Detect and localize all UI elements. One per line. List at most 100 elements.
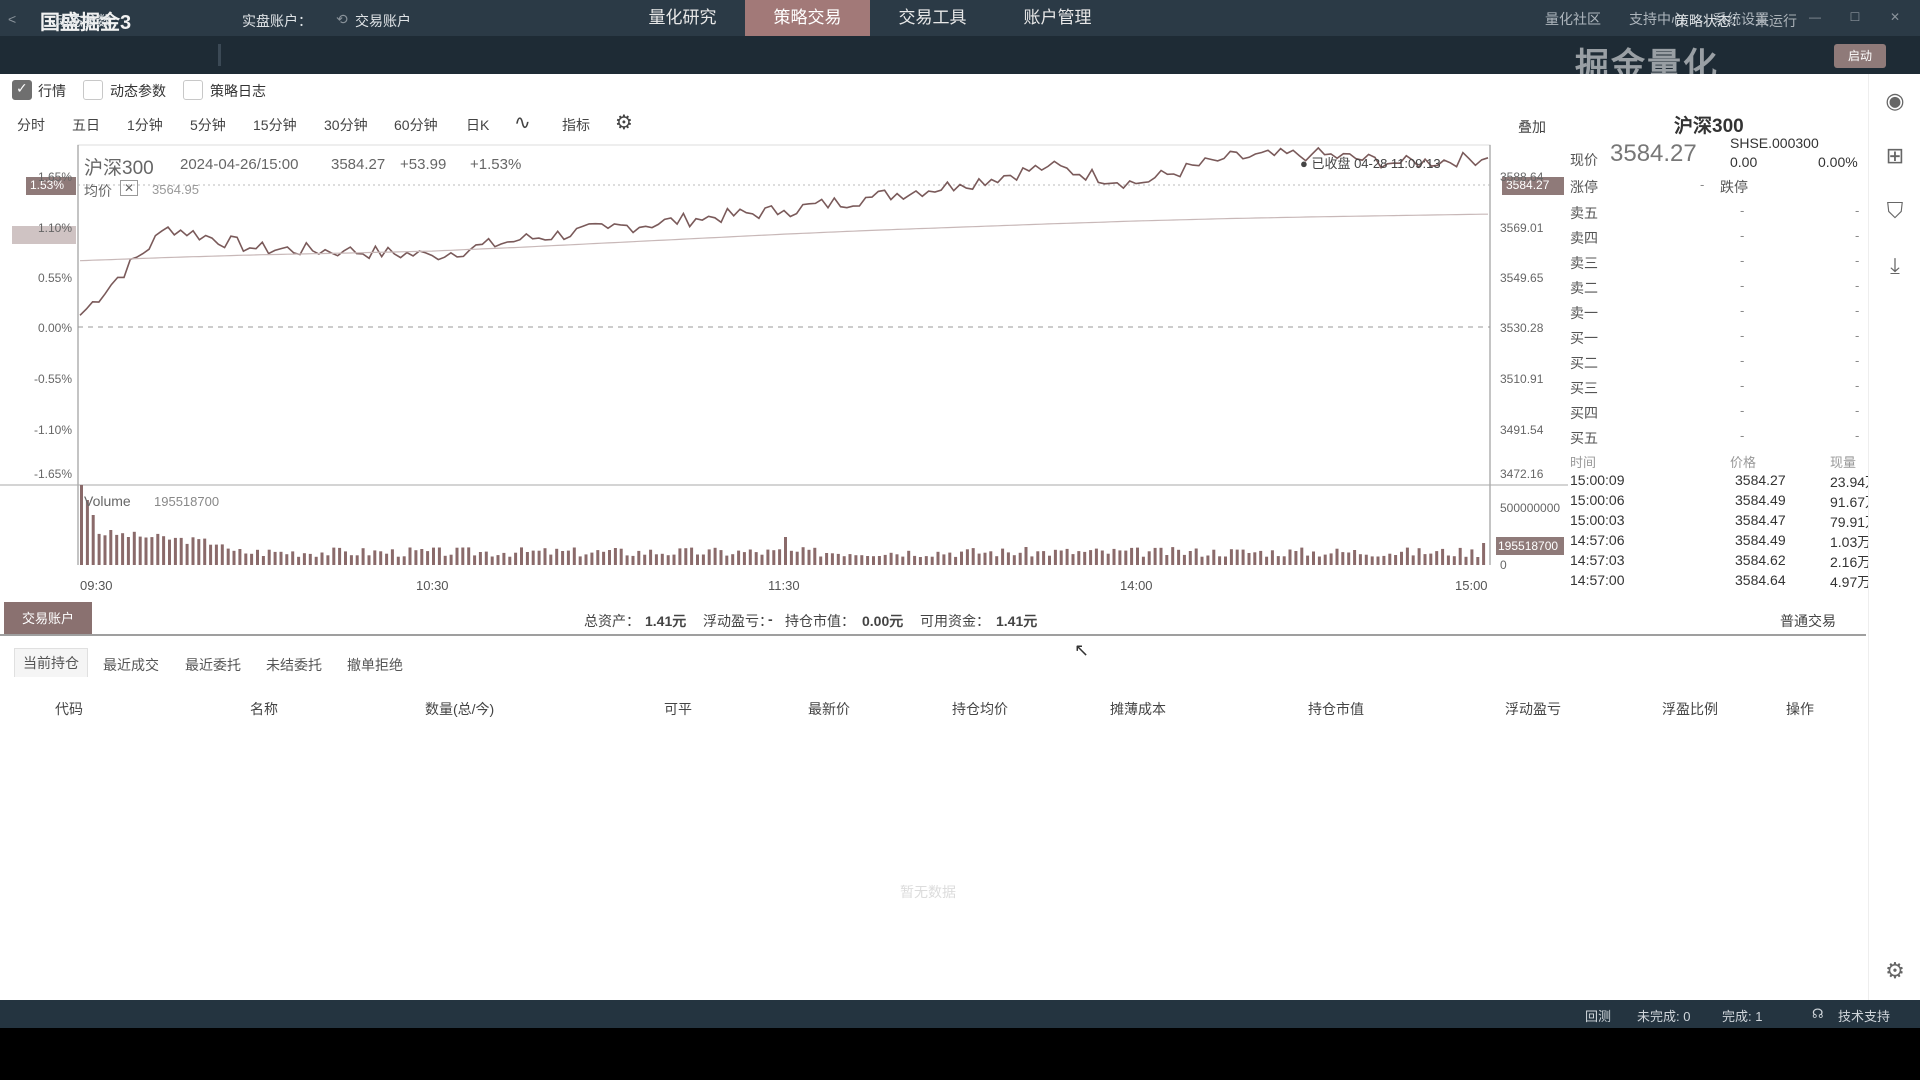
- order-book-level-label: 卖二: [1570, 280, 1598, 296]
- shield-icon[interactable]: ⛉: [1886, 198, 1904, 223]
- column-header[interactable]: 持仓均价: [952, 701, 1008, 717]
- order-book-level-label: 买四: [1570, 405, 1598, 421]
- intraday-chart[interactable]: [0, 140, 1568, 580]
- volume-bar: [443, 555, 447, 565]
- tab-cancel-rejects[interactable]: 撤单拒绝: [347, 657, 403, 673]
- column-header[interactable]: 数量(总/今): [425, 701, 495, 717]
- volume-bar: [1001, 548, 1005, 565]
- tab-trading-tools[interactable]: 交易工具: [898, 8, 967, 27]
- period-daily-k[interactable]: 日K: [466, 117, 490, 133]
- volume-max-label: 500000000: [1500, 501, 1561, 515]
- volume-bar: [91, 515, 95, 565]
- volume-bar: [1030, 556, 1034, 565]
- order-book-level-label: 买三: [1570, 380, 1598, 396]
- column-header[interactable]: 最新价: [808, 701, 850, 717]
- close-icon[interactable]: ✕: [1889, 10, 1901, 24]
- quote-checkbox[interactable]: [12, 80, 32, 100]
- volume-bar: [960, 551, 963, 565]
- volume-bar: [437, 547, 441, 565]
- dynamic-params-checkbox[interactable]: [83, 80, 103, 100]
- dynamic-params-tab[interactable]: 动态参数: [55, 13, 111, 29]
- tab-recent-trades[interactable]: 最近成交: [103, 657, 159, 673]
- volume-bar: [1282, 556, 1286, 565]
- tick-volume: 1.03万: [1830, 534, 1872, 550]
- volume-bar: [713, 547, 717, 565]
- tech-support-button[interactable]: 技术支持: [1838, 1009, 1891, 1024]
- volume-bar: [913, 555, 917, 565]
- right-axis-label: 3588.64: [1500, 170, 1544, 184]
- order-book-level-label: 买二: [1570, 355, 1598, 371]
- trade-account-tab[interactable]: 交易账户: [4, 602, 92, 636]
- period-five-day[interactable]: 五日: [72, 117, 100, 133]
- trade-icon[interactable]: ⊞: [1885, 143, 1905, 168]
- period-5min[interactable]: 5分钟: [190, 117, 226, 133]
- volume-bar: [1347, 552, 1351, 565]
- volume-bar: [455, 547, 459, 565]
- column-header[interactable]: 可平: [664, 701, 692, 717]
- period-30min[interactable]: 30分钟: [324, 117, 368, 133]
- settings-gear-icon[interactable]: ⚙: [1885, 958, 1905, 983]
- column-header[interactable]: 摊薄成本: [1110, 701, 1166, 717]
- volume-bar: [825, 553, 829, 565]
- column-header[interactable]: 浮动盈亏: [1505, 701, 1561, 717]
- minimize-icon[interactable]: —: [1809, 10, 1821, 24]
- column-header[interactable]: 代码: [55, 701, 83, 717]
- volume-bar: [197, 539, 201, 565]
- volume-bar: [103, 535, 107, 565]
- tick-volume: 23.94万: [1830, 474, 1880, 490]
- volume-bars: [80, 485, 1486, 565]
- volume-bar: [995, 556, 999, 565]
- normal-trade-button[interactable]: 普通交易: [1780, 613, 1836, 629]
- period-1min[interactable]: 1分钟: [127, 117, 163, 133]
- volume-bar: [1353, 550, 1357, 565]
- link-quant-community[interactable]: 量化社区: [1545, 11, 1601, 27]
- tick-price: 3584.47: [1735, 512, 1786, 528]
- tab-strategy-trading[interactable]: 策略交易: [745, 0, 870, 36]
- start-button[interactable]: 启动: [1834, 44, 1886, 68]
- strategy-log-checkbox[interactable]: [183, 80, 203, 100]
- tab-recent-orders[interactable]: 最近委托: [185, 657, 241, 673]
- tab-current-positions[interactable]: 当前持仓: [14, 648, 88, 677]
- tick-volume: 4.97万: [1830, 574, 1872, 590]
- link-system-settings[interactable]: 系统设置: [1713, 11, 1769, 27]
- available-funds-value: 1.41元: [996, 613, 1038, 629]
- maximize-icon[interactable]: ☐: [1849, 10, 1861, 24]
- tick-volume: 2.16万: [1830, 554, 1872, 570]
- volume-bar: [690, 547, 694, 565]
- strategy-log-checkbox-label: 策略日志: [210, 83, 266, 99]
- divider: [218, 44, 221, 66]
- link-support-center[interactable]: 支持中心: [1629, 11, 1685, 27]
- tick-price: 3584.27: [1735, 472, 1786, 488]
- avg-toggle-icon[interactable]: ✕: [120, 180, 138, 196]
- tab-open-orders[interactable]: 未结委托: [266, 657, 322, 673]
- x-axis-label: 14:00: [1120, 578, 1153, 593]
- tick-time: 15:00:03: [1570, 512, 1625, 528]
- volume-bar: [1224, 556, 1227, 565]
- quote-monitor-icon[interactable]: ◉: [1885, 88, 1905, 113]
- volume-bar: [1358, 554, 1362, 565]
- download-icon[interactable]: ⤓: [1890, 253, 1900, 278]
- trade-account-select[interactable]: 交易账户: [355, 13, 411, 29]
- tab-quant-research[interactable]: 量化研究: [648, 8, 717, 27]
- period-timeshare[interactable]: 分时: [17, 117, 45, 133]
- column-header[interactable]: 操作: [1786, 701, 1814, 717]
- tick-header-volume: 现量: [1830, 455, 1857, 470]
- quote-title: 沪深300: [1674, 116, 1744, 137]
- tab-account-management[interactable]: 账户管理: [1023, 8, 1092, 27]
- column-header[interactable]: 持仓市值: [1308, 701, 1364, 717]
- dynamic-params-checkbox-label: 动态参数: [110, 83, 166, 99]
- volume-bar: [1323, 554, 1327, 565]
- column-header[interactable]: 浮盈比例: [1662, 701, 1718, 717]
- column-header[interactable]: 名称: [250, 701, 278, 717]
- period-15min[interactable]: 15分钟: [253, 117, 297, 133]
- overlay-button[interactable]: 叠加: [1518, 119, 1546, 135]
- volume-bar: [1036, 551, 1040, 565]
- line-style-icon[interactable]: ∿: [514, 112, 531, 134]
- indicator-button[interactable]: 指标: [562, 117, 590, 133]
- backtest-status[interactable]: 回测: [1585, 1009, 1612, 1024]
- settings-gear-icon[interactable]: ⚙: [615, 112, 633, 134]
- period-60min[interactable]: 60分钟: [394, 117, 438, 133]
- back-icon[interactable]: <: [8, 11, 17, 27]
- volume-bar: [508, 556, 512, 565]
- order-book-value: -: [1740, 278, 1745, 293]
